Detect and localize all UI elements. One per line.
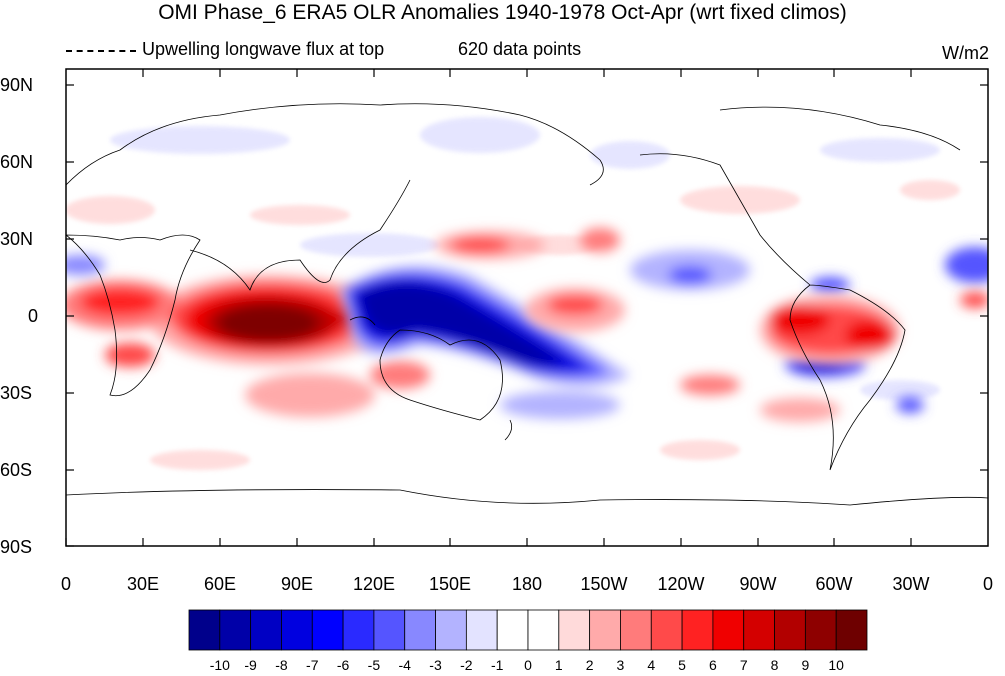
colorbar-label: 8 xyxy=(770,657,779,673)
x-tick-label: 90E xyxy=(280,574,314,594)
colorbar-label: 4 xyxy=(647,657,656,673)
colorbar-label: -2 xyxy=(460,657,473,673)
colorbar-swatch xyxy=(558,609,591,651)
y-tick-label: 60N xyxy=(0,152,34,172)
colorbar-swatch xyxy=(774,609,806,651)
colorbar-swatch xyxy=(250,609,282,651)
units-label: W/m2 xyxy=(942,43,989,63)
plot-title: OMI Phase_6 ERA5 OLR Anomalies 1940-1978… xyxy=(158,1,847,24)
colorbar-swatch xyxy=(743,609,775,651)
coastlines xyxy=(66,103,988,506)
x-tick-label: 120E xyxy=(352,574,396,594)
colorbar-label: 6 xyxy=(709,657,717,673)
colorbar-swatch xyxy=(589,609,621,651)
x-tick-label: 90W xyxy=(739,574,777,594)
colorbar-label: 3 xyxy=(616,657,625,673)
y-tick-label: 30N xyxy=(0,229,34,249)
colorbar-swatch xyxy=(435,609,467,651)
colorbar-label: 1 xyxy=(554,657,563,673)
colorbar-swatch xyxy=(404,609,436,651)
anomaly-field xyxy=(66,69,988,546)
x-tick-label: 150E xyxy=(428,574,472,594)
colorbar-swatch xyxy=(496,609,529,651)
y-tick-label: 60S xyxy=(0,460,33,480)
x-tick-label: 120W xyxy=(657,574,705,594)
colorbar-label: 2 xyxy=(585,657,594,673)
x-tick-label: 0 xyxy=(982,574,993,594)
colorbar-swatch xyxy=(465,609,498,651)
data-points-label: 620 data points xyxy=(458,39,582,59)
colorbar-swatch xyxy=(342,609,375,651)
colorbar-swatch xyxy=(188,609,221,651)
colorbar-swatch xyxy=(835,609,868,651)
colorbar-label: 5 xyxy=(678,657,686,673)
colorbar-label: -8 xyxy=(275,657,288,673)
y-tick-label: 0 xyxy=(28,306,39,326)
colorbar-swatch xyxy=(712,609,745,651)
colorbar-swatch xyxy=(527,609,560,651)
colorbar-swatch xyxy=(681,609,714,651)
colorbar-label: -10 xyxy=(209,657,230,673)
colorbar-label: -9 xyxy=(244,657,257,673)
colorbar-swatch xyxy=(281,609,313,651)
colorbar-label: 7 xyxy=(739,657,748,673)
legend-line-label: Upwelling longwave flux at top xyxy=(142,39,385,59)
colorbar-label: 0 xyxy=(524,657,532,673)
colorbar-swatch xyxy=(373,609,406,651)
colorbar-label: -1 xyxy=(490,657,504,673)
x-tick-label: 0 xyxy=(60,574,71,594)
legend-dashed-line xyxy=(66,50,136,52)
x-tick-label: 30W xyxy=(892,574,930,594)
colorbar-label: 9 xyxy=(801,657,810,673)
colorbar-label: -3 xyxy=(429,657,442,673)
colorbar xyxy=(188,609,868,651)
colorbar-label: -6 xyxy=(336,657,350,673)
colorbar-label: -7 xyxy=(306,657,319,673)
colorbar-label: -5 xyxy=(367,657,381,673)
x-tick-label: 150W xyxy=(580,574,628,594)
x-tick-label: 60W xyxy=(815,574,853,594)
colorbar-swatch xyxy=(804,609,837,651)
y-tick-label: 90S xyxy=(0,537,33,557)
colorbar-label: 10 xyxy=(828,657,844,673)
colorbar-swatch xyxy=(650,609,683,651)
colorbar-swatch xyxy=(219,609,252,651)
colorbar-swatch xyxy=(311,609,344,651)
x-tick-label: 180 xyxy=(511,574,543,594)
colorbar-label: -4 xyxy=(398,657,411,673)
y-tick-label: 30S xyxy=(0,383,33,403)
y-tick-label: 90N xyxy=(0,75,34,95)
colorbar-swatch xyxy=(620,609,652,651)
x-tick-label: 60E xyxy=(203,574,237,594)
x-tick-label: 30E xyxy=(126,574,160,594)
